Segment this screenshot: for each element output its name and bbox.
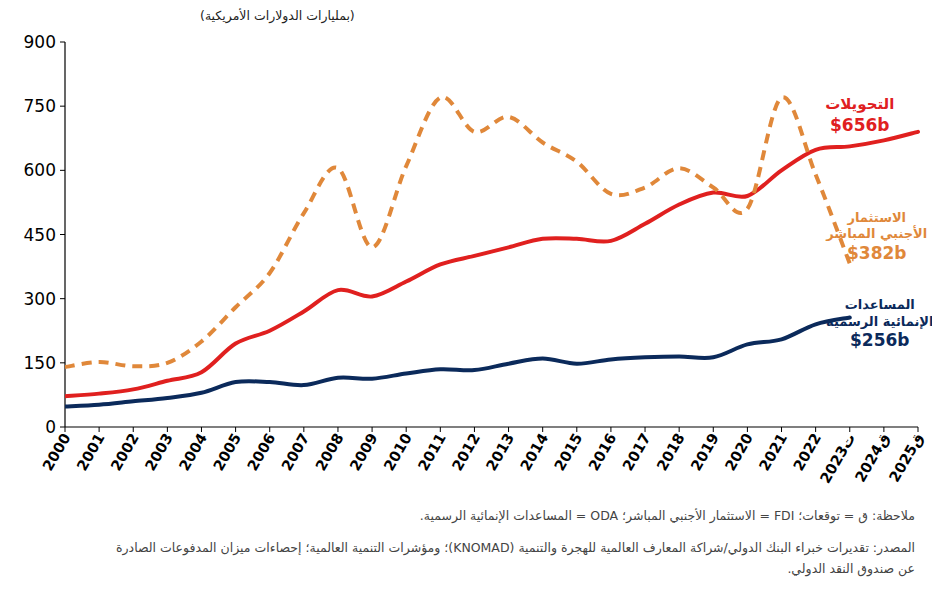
y-axis-label: (بمليارات الدولارات الأمريكية): [200, 8, 355, 24]
x-tick-label: 2020: [722, 431, 756, 474]
x-tick: [269, 427, 270, 432]
x-tick: [679, 427, 680, 432]
x-tick: [440, 427, 441, 432]
plot-area: [65, 97, 918, 406]
y-tick-label: 600: [24, 160, 56, 180]
y-tick: [60, 362, 65, 363]
x-tick-label: 2018: [654, 431, 688, 474]
x-tick-label: 2015: [551, 431, 585, 474]
x-tick: [576, 427, 577, 432]
x-tick: [337, 427, 338, 432]
x-tick: [133, 427, 134, 432]
x-tick: [610, 427, 611, 432]
series-line: [65, 132, 918, 396]
y-tick-label: 150: [24, 353, 56, 373]
y-tick-label: 0: [45, 417, 56, 437]
x-tick-label: 2016: [585, 431, 619, 474]
x-tick-label: 2014: [517, 431, 551, 474]
y-tick: [60, 427, 65, 428]
x-tick: [167, 427, 168, 432]
y-tick: [60, 234, 65, 235]
x-tick-label: 2013: [483, 431, 517, 474]
x-tick-label: 2009: [347, 431, 381, 474]
x-tick-label: 2006: [244, 431, 278, 474]
x-tick: [372, 427, 373, 432]
x-tick: [65, 427, 66, 432]
y-tick-label: 900: [24, 32, 56, 52]
x-tick-label: 2007: [278, 431, 312, 474]
x-tick: [918, 427, 919, 432]
x-tick-label: 2002: [108, 431, 142, 474]
series-name: التحويلات: [785, 96, 932, 115]
x-tick-label: 2019: [688, 431, 722, 474]
x-tick-label: 2000: [40, 431, 74, 474]
x-tick: [99, 427, 100, 432]
x-tick: [747, 427, 748, 432]
x-axis: [65, 426, 918, 427]
value-label: $256b: [850, 331, 909, 352]
x-tick: [406, 427, 407, 432]
chart-root: 0150300450600750900200020012002200320042…: [0, 0, 932, 596]
x-tick-label: 2017: [620, 431, 654, 474]
y-tick: [60, 170, 65, 171]
series-line: [65, 97, 850, 367]
source: المصدر: تقديرات خبراء البنك الدولي/شراكة…: [110, 537, 915, 580]
x-tick: [849, 427, 850, 432]
x-tick-label: 2012: [449, 431, 483, 474]
x-tick: [883, 427, 884, 432]
x-tick-label: 2021: [756, 431, 790, 474]
x-tick: [815, 427, 816, 432]
x-tick: [508, 427, 509, 432]
x-tick-label: 2025ق: [886, 431, 927, 485]
series-name: الاستثمار الأجنبي المباشر: [824, 209, 929, 242]
x-tick-label: 2011: [415, 431, 449, 474]
x-tick-label: 2001: [74, 431, 108, 474]
note: ملاحظة: ق = توقعات؛ FDI = الاستثمار الأج…: [110, 505, 915, 526]
y-tick: [60, 106, 65, 107]
x-tick: [303, 427, 304, 432]
x-tick: [645, 427, 646, 432]
y-tick: [60, 298, 65, 299]
x-tick: [781, 427, 782, 432]
y-tick-label: 450: [24, 225, 56, 245]
x-tick-label: 2004: [176, 431, 210, 474]
series-line: [65, 317, 850, 406]
x-tick-label: 2022: [790, 431, 824, 474]
series-name: المساعدات الإنمائية الرسمية: [817, 297, 932, 330]
x-tick: [542, 427, 543, 432]
x-tick: [201, 427, 202, 432]
x-tick-label: 2010: [381, 431, 415, 474]
x-tick: [713, 427, 714, 432]
chart-svg: 0150300450600750900200020012002200320042…: [0, 0, 932, 596]
value-label: $382b: [847, 243, 906, 264]
x-tick: [474, 427, 475, 432]
x-tick-label: 2005: [210, 431, 244, 474]
y-tick-label: 750: [24, 96, 56, 116]
y-tick: [60, 42, 65, 43]
y-tick-label: 300: [24, 289, 56, 309]
x-tick-label: 2008: [313, 431, 347, 474]
x-tick: [235, 427, 236, 432]
x-tick-label: 2003: [142, 431, 176, 474]
value-label: $656b: [830, 116, 889, 137]
